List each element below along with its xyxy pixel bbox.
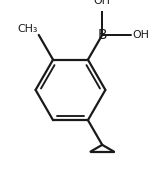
Text: OH: OH [94, 0, 111, 6]
Text: CH₃: CH₃ [18, 24, 38, 34]
Text: B: B [97, 28, 107, 42]
Text: OH: OH [132, 30, 149, 40]
